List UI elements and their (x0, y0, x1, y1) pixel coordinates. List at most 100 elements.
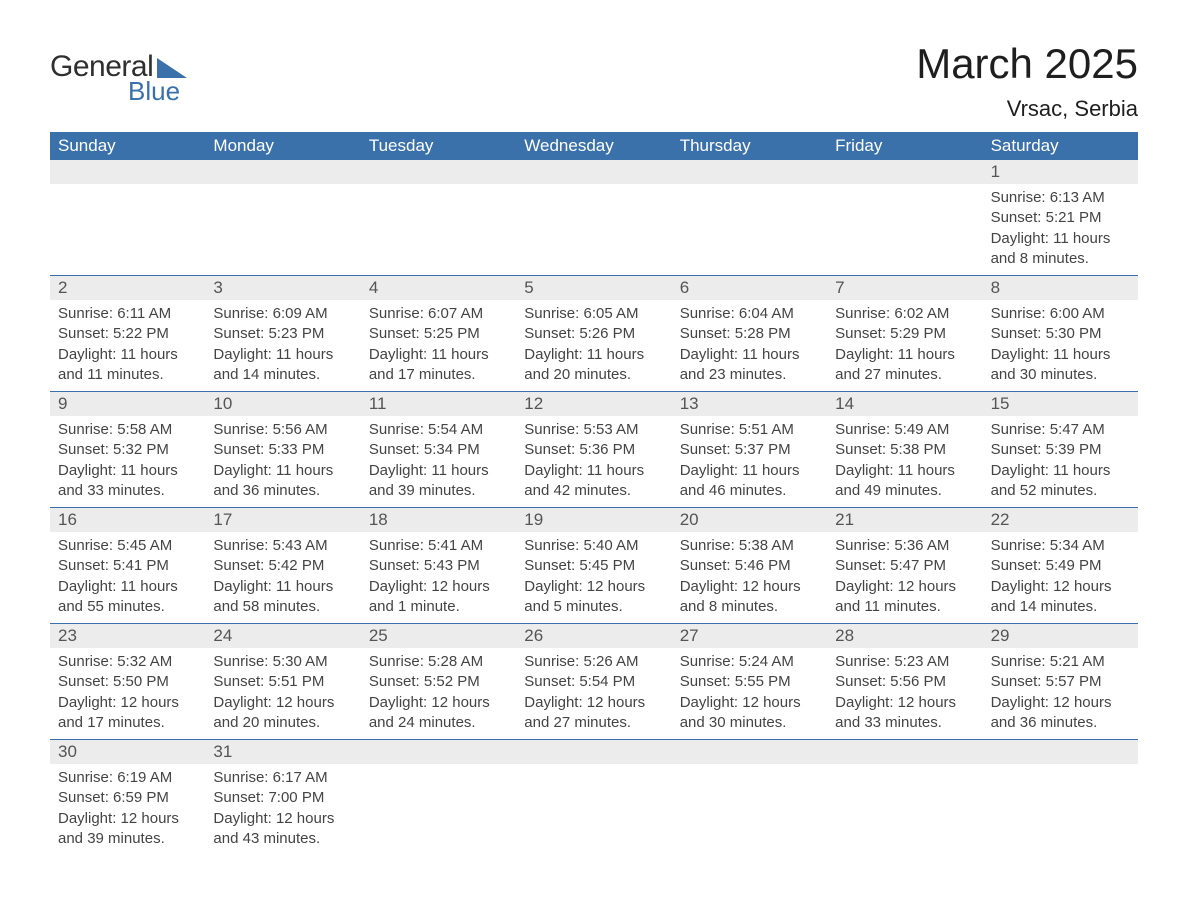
day-data-cell: Sunrise: 5:24 AMSunset: 5:55 PMDaylight:… (672, 648, 827, 739)
day-data-cell: Sunrise: 5:36 AMSunset: 5:47 PMDaylight:… (827, 532, 982, 623)
daylight-text: Daylight: 11 hours and 46 minutes. (680, 461, 819, 502)
day-number-cell (672, 739, 827, 764)
day-number-cell: 23 (50, 623, 205, 648)
column-header: Sunday (50, 132, 205, 160)
sunset-text: Sunset: 5:26 PM (524, 324, 663, 344)
daylight-text: Daylight: 11 hours and 14 minutes. (213, 345, 352, 386)
column-header: Wednesday (516, 132, 671, 160)
sunrise-text: Sunrise: 6:17 AM (213, 768, 352, 788)
day-number-cell: 12 (516, 391, 671, 416)
sunset-text: Sunset: 5:46 PM (680, 556, 819, 576)
sunset-text: Sunset: 5:36 PM (524, 440, 663, 460)
sunset-text: Sunset: 5:22 PM (58, 324, 197, 344)
sunrise-text: Sunrise: 6:04 AM (680, 304, 819, 324)
sunset-text: Sunset: 5:28 PM (680, 324, 819, 344)
day-data-cell: Sunrise: 5:32 AMSunset: 5:50 PMDaylight:… (50, 648, 205, 739)
title-block: March 2025 Vrsac, Serbia (916, 40, 1138, 122)
day-number-cell: 20 (672, 507, 827, 532)
day-data-cell: Sunrise: 6:19 AMSunset: 6:59 PMDaylight:… (50, 764, 205, 855)
sunset-text: Sunset: 5:57 PM (991, 672, 1130, 692)
day-data-cell: Sunrise: 5:51 AMSunset: 5:37 PMDaylight:… (672, 416, 827, 507)
daylight-text: Daylight: 12 hours and 20 minutes. (213, 693, 352, 734)
day-data-cell: Sunrise: 5:47 AMSunset: 5:39 PMDaylight:… (983, 416, 1138, 507)
day-data-cell: Sunrise: 5:58 AMSunset: 5:32 PMDaylight:… (50, 416, 205, 507)
day-data-cell: Sunrise: 5:43 AMSunset: 5:42 PMDaylight:… (205, 532, 360, 623)
sunset-text: Sunset: 6:59 PM (58, 788, 197, 808)
sunrise-text: Sunrise: 6:11 AM (58, 304, 197, 324)
day-data-cell (516, 764, 671, 855)
sunrise-text: Sunrise: 6:05 AM (524, 304, 663, 324)
sunset-text: Sunset: 5:39 PM (991, 440, 1130, 460)
sunrise-text: Sunrise: 5:54 AM (369, 420, 508, 440)
day-data-cell: Sunrise: 6:05 AMSunset: 5:26 PMDaylight:… (516, 300, 671, 391)
sunset-text: Sunset: 5:43 PM (369, 556, 508, 576)
sunset-text: Sunset: 5:32 PM (58, 440, 197, 460)
daylight-text: Daylight: 12 hours and 30 minutes. (680, 693, 819, 734)
day-number-cell: 7 (827, 275, 982, 300)
day-number-cell: 5 (516, 275, 671, 300)
day-data-cell: Sunrise: 5:28 AMSunset: 5:52 PMDaylight:… (361, 648, 516, 739)
daylight-text: Daylight: 12 hours and 43 minutes. (213, 809, 352, 850)
day-data-cell (205, 184, 360, 275)
day-data-cell: Sunrise: 5:38 AMSunset: 5:46 PMDaylight:… (672, 532, 827, 623)
daylight-text: Daylight: 11 hours and 39 minutes. (369, 461, 508, 502)
daylight-text: Daylight: 11 hours and 30 minutes. (991, 345, 1130, 386)
sunrise-text: Sunrise: 5:58 AM (58, 420, 197, 440)
day-number-cell: 27 (672, 623, 827, 648)
day-number-cell: 31 (205, 739, 360, 764)
day-number-cell: 9 (50, 391, 205, 416)
sunrise-text: Sunrise: 5:51 AM (680, 420, 819, 440)
day-data-cell (50, 184, 205, 275)
day-number-cell: 14 (827, 391, 982, 416)
day-number-cell (827, 739, 982, 764)
day-data-cell: Sunrise: 6:11 AMSunset: 5:22 PMDaylight:… (50, 300, 205, 391)
day-data-cell (983, 764, 1138, 855)
day-data-cell: Sunrise: 6:00 AMSunset: 5:30 PMDaylight:… (983, 300, 1138, 391)
day-number-cell: 21 (827, 507, 982, 532)
day-number-cell: 29 (983, 623, 1138, 648)
day-number-cell (516, 160, 671, 184)
daylight-text: Daylight: 12 hours and 11 minutes. (835, 577, 974, 618)
day-number-cell (983, 739, 1138, 764)
day-number-cell: 28 (827, 623, 982, 648)
sunrise-text: Sunrise: 5:24 AM (680, 652, 819, 672)
sunrise-text: Sunrise: 5:32 AM (58, 652, 197, 672)
day-number-cell: 15 (983, 391, 1138, 416)
sunset-text: Sunset: 5:51 PM (213, 672, 352, 692)
day-number-cell: 26 (516, 623, 671, 648)
sunset-text: Sunset: 5:50 PM (58, 672, 197, 692)
day-number-cell: 16 (50, 507, 205, 532)
daylight-text: Daylight: 12 hours and 1 minute. (369, 577, 508, 618)
month-title: March 2025 (916, 40, 1138, 88)
day-number-cell: 25 (361, 623, 516, 648)
day-number-cell (361, 739, 516, 764)
sunset-text: Sunset: 5:47 PM (835, 556, 974, 576)
sunset-text: Sunset: 5:30 PM (991, 324, 1130, 344)
day-number-cell (205, 160, 360, 184)
sunrise-text: Sunrise: 5:34 AM (991, 536, 1130, 556)
day-data-cell (361, 184, 516, 275)
sunset-text: Sunset: 5:42 PM (213, 556, 352, 576)
sunset-text: Sunset: 5:54 PM (524, 672, 663, 692)
day-data-cell: Sunrise: 6:02 AMSunset: 5:29 PMDaylight:… (827, 300, 982, 391)
sunset-text: Sunset: 5:52 PM (369, 672, 508, 692)
day-data-cell (672, 764, 827, 855)
sunset-text: Sunset: 5:34 PM (369, 440, 508, 460)
daylight-text: Daylight: 12 hours and 14 minutes. (991, 577, 1130, 618)
sunset-text: Sunset: 5:37 PM (680, 440, 819, 460)
column-header: Thursday (672, 132, 827, 160)
day-data-cell (516, 184, 671, 275)
day-number-cell: 30 (50, 739, 205, 764)
day-data-cell: Sunrise: 5:49 AMSunset: 5:38 PMDaylight:… (827, 416, 982, 507)
day-number-cell: 8 (983, 275, 1138, 300)
day-data-cell: Sunrise: 5:56 AMSunset: 5:33 PMDaylight:… (205, 416, 360, 507)
daylight-text: Daylight: 11 hours and 23 minutes. (680, 345, 819, 386)
day-data-cell: Sunrise: 6:04 AMSunset: 5:28 PMDaylight:… (672, 300, 827, 391)
sunrise-text: Sunrise: 5:40 AM (524, 536, 663, 556)
day-number-cell: 22 (983, 507, 1138, 532)
day-number-cell: 2 (50, 275, 205, 300)
daylight-text: Daylight: 12 hours and 39 minutes. (58, 809, 197, 850)
day-number-cell: 1 (983, 160, 1138, 184)
day-number-cell: 19 (516, 507, 671, 532)
daylight-text: Daylight: 12 hours and 17 minutes. (58, 693, 197, 734)
